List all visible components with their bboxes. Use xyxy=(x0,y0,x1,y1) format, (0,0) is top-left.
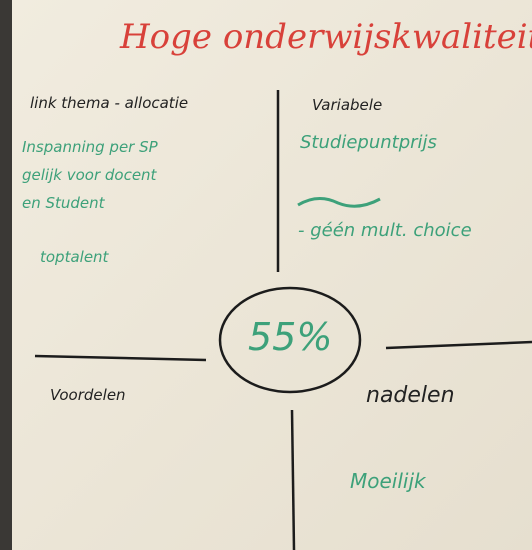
title: Hoge onderwijskwaliteit xyxy=(119,17,532,57)
center-value: 55% xyxy=(248,315,332,359)
note: toptalent xyxy=(40,248,110,266)
note: Studiepuntprijs xyxy=(300,132,437,153)
flipchart-photo: Hoge onderwijskwaliteit 55% link thema -… xyxy=(0,0,532,550)
board-edge xyxy=(0,0,12,550)
quadrant-heading: Variabele xyxy=(312,96,382,114)
quadrant-heading: link thema - allocatie xyxy=(30,94,188,112)
note: Inspanning per SP xyxy=(22,138,159,156)
note: - géén mult. choice xyxy=(298,220,472,241)
quadrant-heading: Voordelen xyxy=(50,386,126,404)
note: gelijk voor docent xyxy=(22,166,158,184)
paper xyxy=(12,0,532,550)
quadrant-heading: nadelen xyxy=(366,383,455,408)
note: en Student xyxy=(22,194,106,212)
note: Moeilijk xyxy=(350,469,427,493)
